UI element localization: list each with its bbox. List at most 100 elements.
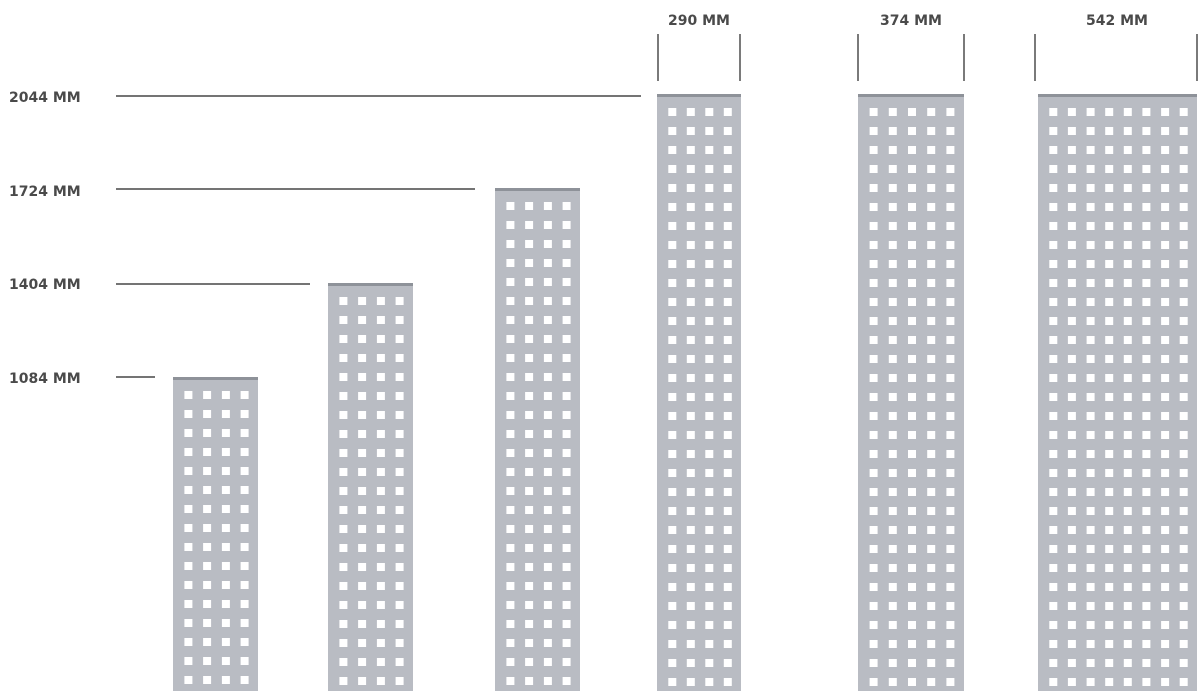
- perforation-hole: [562, 639, 571, 647]
- perforation-hole: [888, 507, 897, 515]
- perforation-hole: [723, 469, 732, 477]
- perforation-hole: [376, 677, 385, 685]
- perforation-hole: [1161, 184, 1170, 192]
- perforation-hole: [1179, 507, 1188, 515]
- perforation-hole: [1161, 450, 1170, 458]
- perforation-hole: [946, 507, 955, 515]
- perforation-hole: [668, 108, 677, 116]
- perforation-hole: [927, 279, 936, 287]
- perforation-hole: [888, 355, 897, 363]
- perforation-hole: [869, 583, 878, 591]
- perforation-hole: [1123, 222, 1132, 230]
- perforation-hole: [668, 165, 677, 173]
- perforation-hole: [543, 278, 552, 286]
- perforation-hole: [908, 146, 916, 154]
- perforation-hole: [927, 108, 936, 116]
- perforation-hole: [705, 526, 714, 534]
- perforation-hole: [543, 677, 552, 685]
- perforation-hole: [562, 278, 571, 286]
- perforation-hole: [1086, 108, 1095, 116]
- perforation-hole: [1049, 108, 1058, 116]
- perforation-hole: [888, 583, 897, 591]
- perforation-hole: [562, 487, 571, 495]
- perforation-hole: [668, 412, 677, 420]
- perforation-hole: [1123, 412, 1132, 420]
- perforation-hole: [686, 241, 695, 249]
- perforation-hole: [562, 259, 571, 267]
- perforation-hole: [1161, 298, 1170, 306]
- perforation-hole: [1105, 298, 1114, 306]
- perforation-hole: [946, 526, 955, 534]
- perforation-hole: [543, 202, 552, 210]
- perforation-hole: [1067, 583, 1076, 591]
- perforation-hole: [506, 278, 515, 286]
- perforation-hole: [1067, 127, 1076, 135]
- perforation-hole: [525, 316, 534, 324]
- perforation-hole: [1161, 659, 1170, 667]
- perforation-hole: [668, 355, 677, 363]
- perforation-hole: [1067, 222, 1076, 230]
- perforation-hole: [562, 392, 571, 400]
- perforation-hole: [339, 639, 348, 647]
- perforation-hole: [1105, 146, 1114, 154]
- perforation-hole: [723, 146, 732, 154]
- perforation-hole: [1142, 583, 1151, 591]
- perforation-hole: [1086, 203, 1095, 211]
- perforation-hole: [1105, 526, 1114, 534]
- perforation-hole: [1105, 659, 1114, 667]
- perforation-hole: [888, 317, 897, 325]
- perforation-hole: [888, 336, 897, 344]
- perforation-hole: [376, 563, 385, 571]
- perforation-hole: [240, 391, 249, 399]
- perforation-hole: [543, 658, 552, 666]
- perforation-hole: [869, 469, 878, 477]
- perforation-hole: [927, 526, 936, 534]
- perforation-hole: [705, 469, 714, 477]
- perforation-hole: [1067, 279, 1076, 287]
- perforation-hole: [562, 202, 571, 210]
- perforation-hole: [395, 297, 404, 305]
- perforation-hole: [908, 279, 916, 287]
- perforation-hole: [543, 487, 552, 495]
- perforation-hole: [506, 202, 515, 210]
- perforation-hole: [869, 640, 878, 648]
- perforation-hole: [1123, 146, 1132, 154]
- perforation-hole: [1086, 450, 1095, 458]
- perforation-hole: [946, 431, 955, 439]
- perforation-hole: [869, 393, 878, 401]
- perforation-hole: [1142, 393, 1151, 401]
- perforation-hole: [927, 450, 936, 458]
- perforation-hole: [395, 354, 404, 362]
- perforation-hole: [1049, 621, 1058, 629]
- perforation-hole: [1123, 336, 1132, 344]
- perforation-hole: [888, 564, 897, 572]
- perforation-hole: [221, 391, 230, 399]
- perforation-hole: [1142, 298, 1151, 306]
- perforation-hole: [1161, 640, 1170, 648]
- perforation-hole: [927, 393, 936, 401]
- perforation-hole: [1161, 355, 1170, 363]
- perforation-hole: [1142, 659, 1151, 667]
- perforation-hole: [686, 621, 695, 629]
- perforation-hole: [1179, 374, 1188, 382]
- perforation-hole: [1142, 545, 1151, 553]
- perforation-hole: [543, 297, 552, 305]
- perforation-hole: [525, 506, 534, 514]
- perforation-hole: [506, 240, 515, 248]
- perforation-hole: [203, 524, 212, 532]
- perforation-hole: [506, 544, 515, 552]
- perforation-hole: [506, 335, 515, 343]
- perforation-hole: [1067, 146, 1076, 154]
- perforation-hole: [946, 298, 955, 306]
- perforation-hole: [221, 600, 230, 608]
- perforation-hole: [1161, 222, 1170, 230]
- perforation-hole: [946, 317, 955, 325]
- perforation-hole: [184, 562, 193, 570]
- perforation-hole: [668, 507, 677, 515]
- perforation-hole: [184, 505, 193, 513]
- perforation-hole: [888, 127, 897, 135]
- perforation-hole: [1067, 640, 1076, 648]
- perforation-hole: [705, 374, 714, 382]
- perforation-hole: [686, 450, 695, 458]
- perforation-hole: [358, 582, 367, 590]
